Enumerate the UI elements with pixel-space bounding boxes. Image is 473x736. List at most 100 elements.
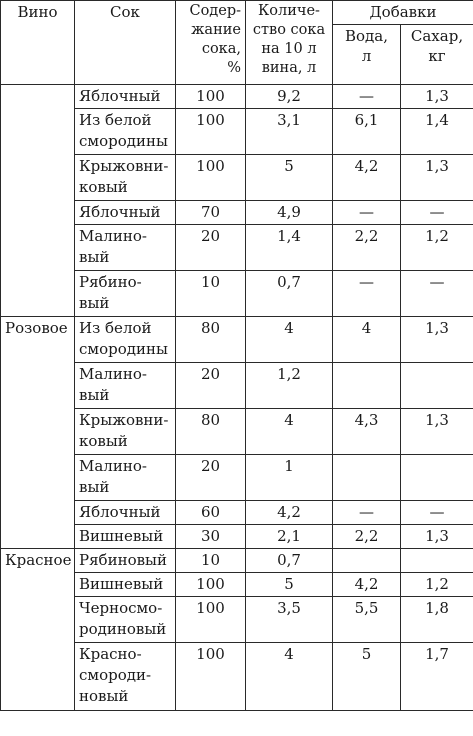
juice-content-cell: 30: [175, 524, 246, 549]
juice-cell: Яблочный: [74, 200, 176, 225]
juice-cell: Рябино-вый: [74, 270, 176, 317]
juice-cell: Из белой смородины: [74, 316, 176, 363]
juice-cell: Вишневый: [74, 524, 176, 549]
header-water: Вода, л: [332, 24, 401, 85]
juice-name-line: Малино-: [79, 227, 147, 245]
juice-amount-cell: 5: [245, 572, 333, 597]
sugar-cell: 1,7: [400, 642, 473, 711]
table-row: Крыжовни-ковый 80 4 4,3 1,3: [1, 408, 473, 455]
juice-name-line: Малино-: [79, 365, 147, 383]
juice-name-line: родиновый: [79, 620, 167, 638]
water-cell: [332, 454, 401, 501]
header-juice: Сок: [74, 0, 176, 85]
sugar-cell: 1,3: [400, 408, 473, 455]
juice-cell: Черносмо-родиновый: [74, 596, 176, 643]
juice-name-line: Рябиновый: [79, 551, 167, 569]
water-cell: 2,2: [332, 224, 401, 271]
juice-content-cell: 70: [175, 200, 246, 225]
wine-type-cell: [0, 84, 75, 317]
juice-content-cell: 80: [175, 408, 246, 455]
juice-cell: Крыжовни-ковый: [74, 408, 176, 455]
sugar-cell: 1,3: [400, 84, 473, 109]
juice-name-line: вый: [79, 386, 110, 404]
juice-name-line: Яблочный: [79, 203, 161, 221]
juice-amount-cell: 4: [245, 316, 333, 363]
juice-cell: Из белой смородины: [74, 108, 176, 155]
juice-amount-cell: 4: [245, 642, 333, 711]
juice-amount-cell: 4: [245, 408, 333, 455]
wine-type-cell: Розовое: [0, 316, 75, 549]
juice-amount-cell: 4,9: [245, 200, 333, 225]
water-cell: 5,5: [332, 596, 401, 643]
juice-content-cell: 20: [175, 224, 246, 271]
sugar-cell: 1,4: [400, 108, 473, 155]
juice-name-line: вый: [79, 294, 110, 312]
sugar-cell: [400, 454, 473, 501]
juice-content-cell: 100: [175, 596, 246, 643]
sugar-cell: 1,8: [400, 596, 473, 643]
juice-name-line: новый: [79, 687, 129, 705]
header-wine: Вино: [0, 0, 75, 85]
juice-amount-cell: 1,2: [245, 362, 333, 409]
juice-name-line: смородины: [79, 340, 168, 358]
juice-name-line: смороди-: [79, 666, 152, 684]
table-row: Из белой смородины 100 3,1 6,1 1,4: [1, 108, 473, 155]
sugar-cell: 1,3: [400, 524, 473, 549]
juice-cell: Красно-смороди-новый: [74, 642, 176, 711]
juice-content-cell: 20: [175, 362, 246, 409]
table-row: Яблочный 100 9,2—1,3: [0, 84, 473, 317]
juice-cell: Вишневый: [74, 572, 176, 597]
table-row: Малино-вый 20 1,4 2,2 1,2: [1, 224, 473, 271]
juice-amount-cell: 0,7: [245, 270, 333, 317]
sugar-cell: —: [400, 270, 473, 317]
sugar-cell: 1,3: [400, 154, 473, 201]
juice-content-cell: 100: [175, 154, 246, 201]
juice-amount-cell: 1: [245, 454, 333, 501]
table-row: Вишневый 30 2,1 2,2 1,3: [1, 524, 473, 549]
juice-name-line: вый: [79, 248, 110, 266]
water-cell: 4: [332, 316, 401, 363]
juice-amount-cell: 2,1: [245, 524, 333, 549]
juice-amount-cell: 3,5: [245, 596, 333, 643]
juice-cell: Яблочный: [74, 84, 176, 109]
header-sugar: Сахар, кг: [400, 24, 473, 85]
juice-name-line: Яблочный: [79, 503, 161, 521]
header-additives: Добавки: [332, 0, 473, 25]
wine-juice-table: Вино Сок Содер- жание сока, % Количе- ст…: [0, 0, 473, 711]
header-juice-amount: Количе- ство сока на 10 л вина, л: [245, 0, 333, 85]
sugar-cell: [400, 362, 473, 409]
table-row: Красно-смороди-новый 100 4 5 1,7: [1, 642, 473, 711]
juice-cell: Крыжовни-ковый: [74, 154, 176, 201]
juice-amount-cell: 3,1: [245, 108, 333, 155]
juice-content-cell: 100: [175, 642, 246, 711]
juice-cell: Малино-вый: [74, 224, 176, 271]
juice-amount-cell: 9,2: [245, 84, 333, 109]
water-cell: 5: [332, 642, 401, 711]
juice-name-line: Вишневый: [79, 527, 164, 545]
juice-name-line: ковый: [79, 432, 128, 450]
juice-name-line: ковый: [79, 178, 128, 196]
juice-name-line: Черносмо-: [79, 599, 163, 617]
sugar-cell: 1,3: [400, 316, 473, 363]
water-cell: 6,1: [332, 108, 401, 155]
juice-content-cell: 20: [175, 454, 246, 501]
juice-amount-cell: 5: [245, 154, 333, 201]
juice-name-line: Красно-: [79, 645, 142, 663]
juice-amount-cell: 0,7: [245, 548, 333, 573]
water-cell: [332, 362, 401, 409]
water-cell: —: [332, 270, 401, 317]
water-cell: —: [332, 500, 401, 525]
sugar-cell: [400, 548, 473, 573]
juice-content-cell: 100: [175, 84, 246, 109]
juice-cell: Малино-вый: [74, 362, 176, 409]
sugar-cell: 1,2: [400, 224, 473, 271]
water-cell: 4,2: [332, 572, 401, 597]
water-cell: —: [332, 84, 401, 109]
juice-name-line: Крыжовни-: [79, 157, 169, 175]
juice-name-line: Яблочный: [79, 87, 161, 105]
juice-content-cell: 100: [175, 572, 246, 597]
table-row: Рябино-вый 10 0,7— —: [1, 270, 473, 317]
wine-type-cell: Красное: [0, 548, 75, 711]
juice-amount-cell: 1,4: [245, 224, 333, 271]
table-row: Малино-вый 20 1,2: [1, 362, 473, 409]
